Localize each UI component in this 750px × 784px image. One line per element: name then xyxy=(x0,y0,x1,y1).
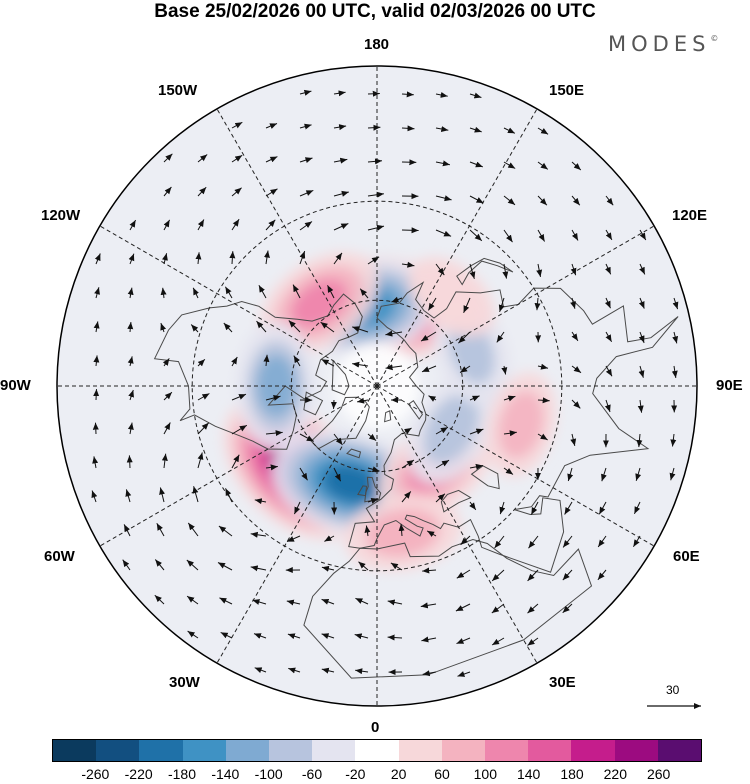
colorbar-segment xyxy=(312,740,355,761)
colorbar-segment xyxy=(399,740,442,761)
colorbar-tick-label: 20 xyxy=(391,766,407,782)
wind-vector xyxy=(368,127,380,128)
lon-label-60w: 60W xyxy=(44,548,75,566)
colorbar-tick-label: -260 xyxy=(81,766,109,782)
colorbar-tick-label: 100 xyxy=(474,766,497,782)
colorbar-segment xyxy=(615,740,658,761)
wind-vector xyxy=(96,423,97,434)
colorbar-tick-label: 260 xyxy=(647,766,670,782)
colorbar-segment xyxy=(485,740,528,761)
colorbar-tick-label: -140 xyxy=(211,766,239,782)
wind-vector xyxy=(402,128,415,129)
colorbar-segment xyxy=(528,740,571,761)
colorbar-tick-label: 60 xyxy=(434,766,450,782)
colorbar-tick-label: -100 xyxy=(255,766,283,782)
colorbar-tick-label: -20 xyxy=(345,766,365,782)
colorbar-segment xyxy=(658,740,701,761)
lon-label-90e: 90E xyxy=(716,377,743,395)
colorbar-tick-label: 220 xyxy=(604,766,627,782)
lon-label-60e: 60E xyxy=(673,548,700,566)
wind-vector xyxy=(402,230,419,231)
colorbar-segment xyxy=(355,740,398,761)
colorbar-segment xyxy=(53,740,96,761)
polar-map xyxy=(0,0,750,740)
colorbar-segment xyxy=(269,740,312,761)
wind-vector xyxy=(129,455,130,468)
colorbar-segment xyxy=(96,740,139,761)
wind-vector xyxy=(538,400,550,401)
wind-vector xyxy=(368,94,380,95)
wind-vector xyxy=(334,400,335,409)
lon-label-150w: 150W xyxy=(158,82,197,100)
colorbar-tick-label: -180 xyxy=(168,766,196,782)
colorbar-segment xyxy=(442,740,485,761)
colorbar-segment xyxy=(226,740,269,761)
colorbar-segment xyxy=(139,740,182,761)
colorbar-segment xyxy=(183,740,226,761)
colorbar-tick-label: -220 xyxy=(125,766,153,782)
colorbar-tick-label: 180 xyxy=(560,766,583,782)
colorbar xyxy=(52,739,702,762)
lon-label-150e: 150E xyxy=(549,82,584,100)
lon-label-30w: 30W xyxy=(169,674,200,692)
colorbar-segment xyxy=(571,740,614,761)
lon-label-120w: 120W xyxy=(41,207,80,225)
colorbar-tick-label: -60 xyxy=(302,766,322,782)
colorbar-ticks: -260 -220 -180 -140 -100 -60 -20 20 60 100 140 180 2… xyxy=(0,766,750,784)
lon-label-120e: 120E xyxy=(672,207,707,225)
reference-vector-label: 30 xyxy=(666,683,679,697)
wind-vector xyxy=(96,389,97,400)
lon-label-30e: 30E xyxy=(549,674,576,692)
colorbar-tick-label: 140 xyxy=(517,766,540,782)
lon-label-0: 0 xyxy=(371,719,379,737)
lon-label-90w: 90W xyxy=(0,377,31,395)
lon-label-180: 180 xyxy=(364,36,389,54)
